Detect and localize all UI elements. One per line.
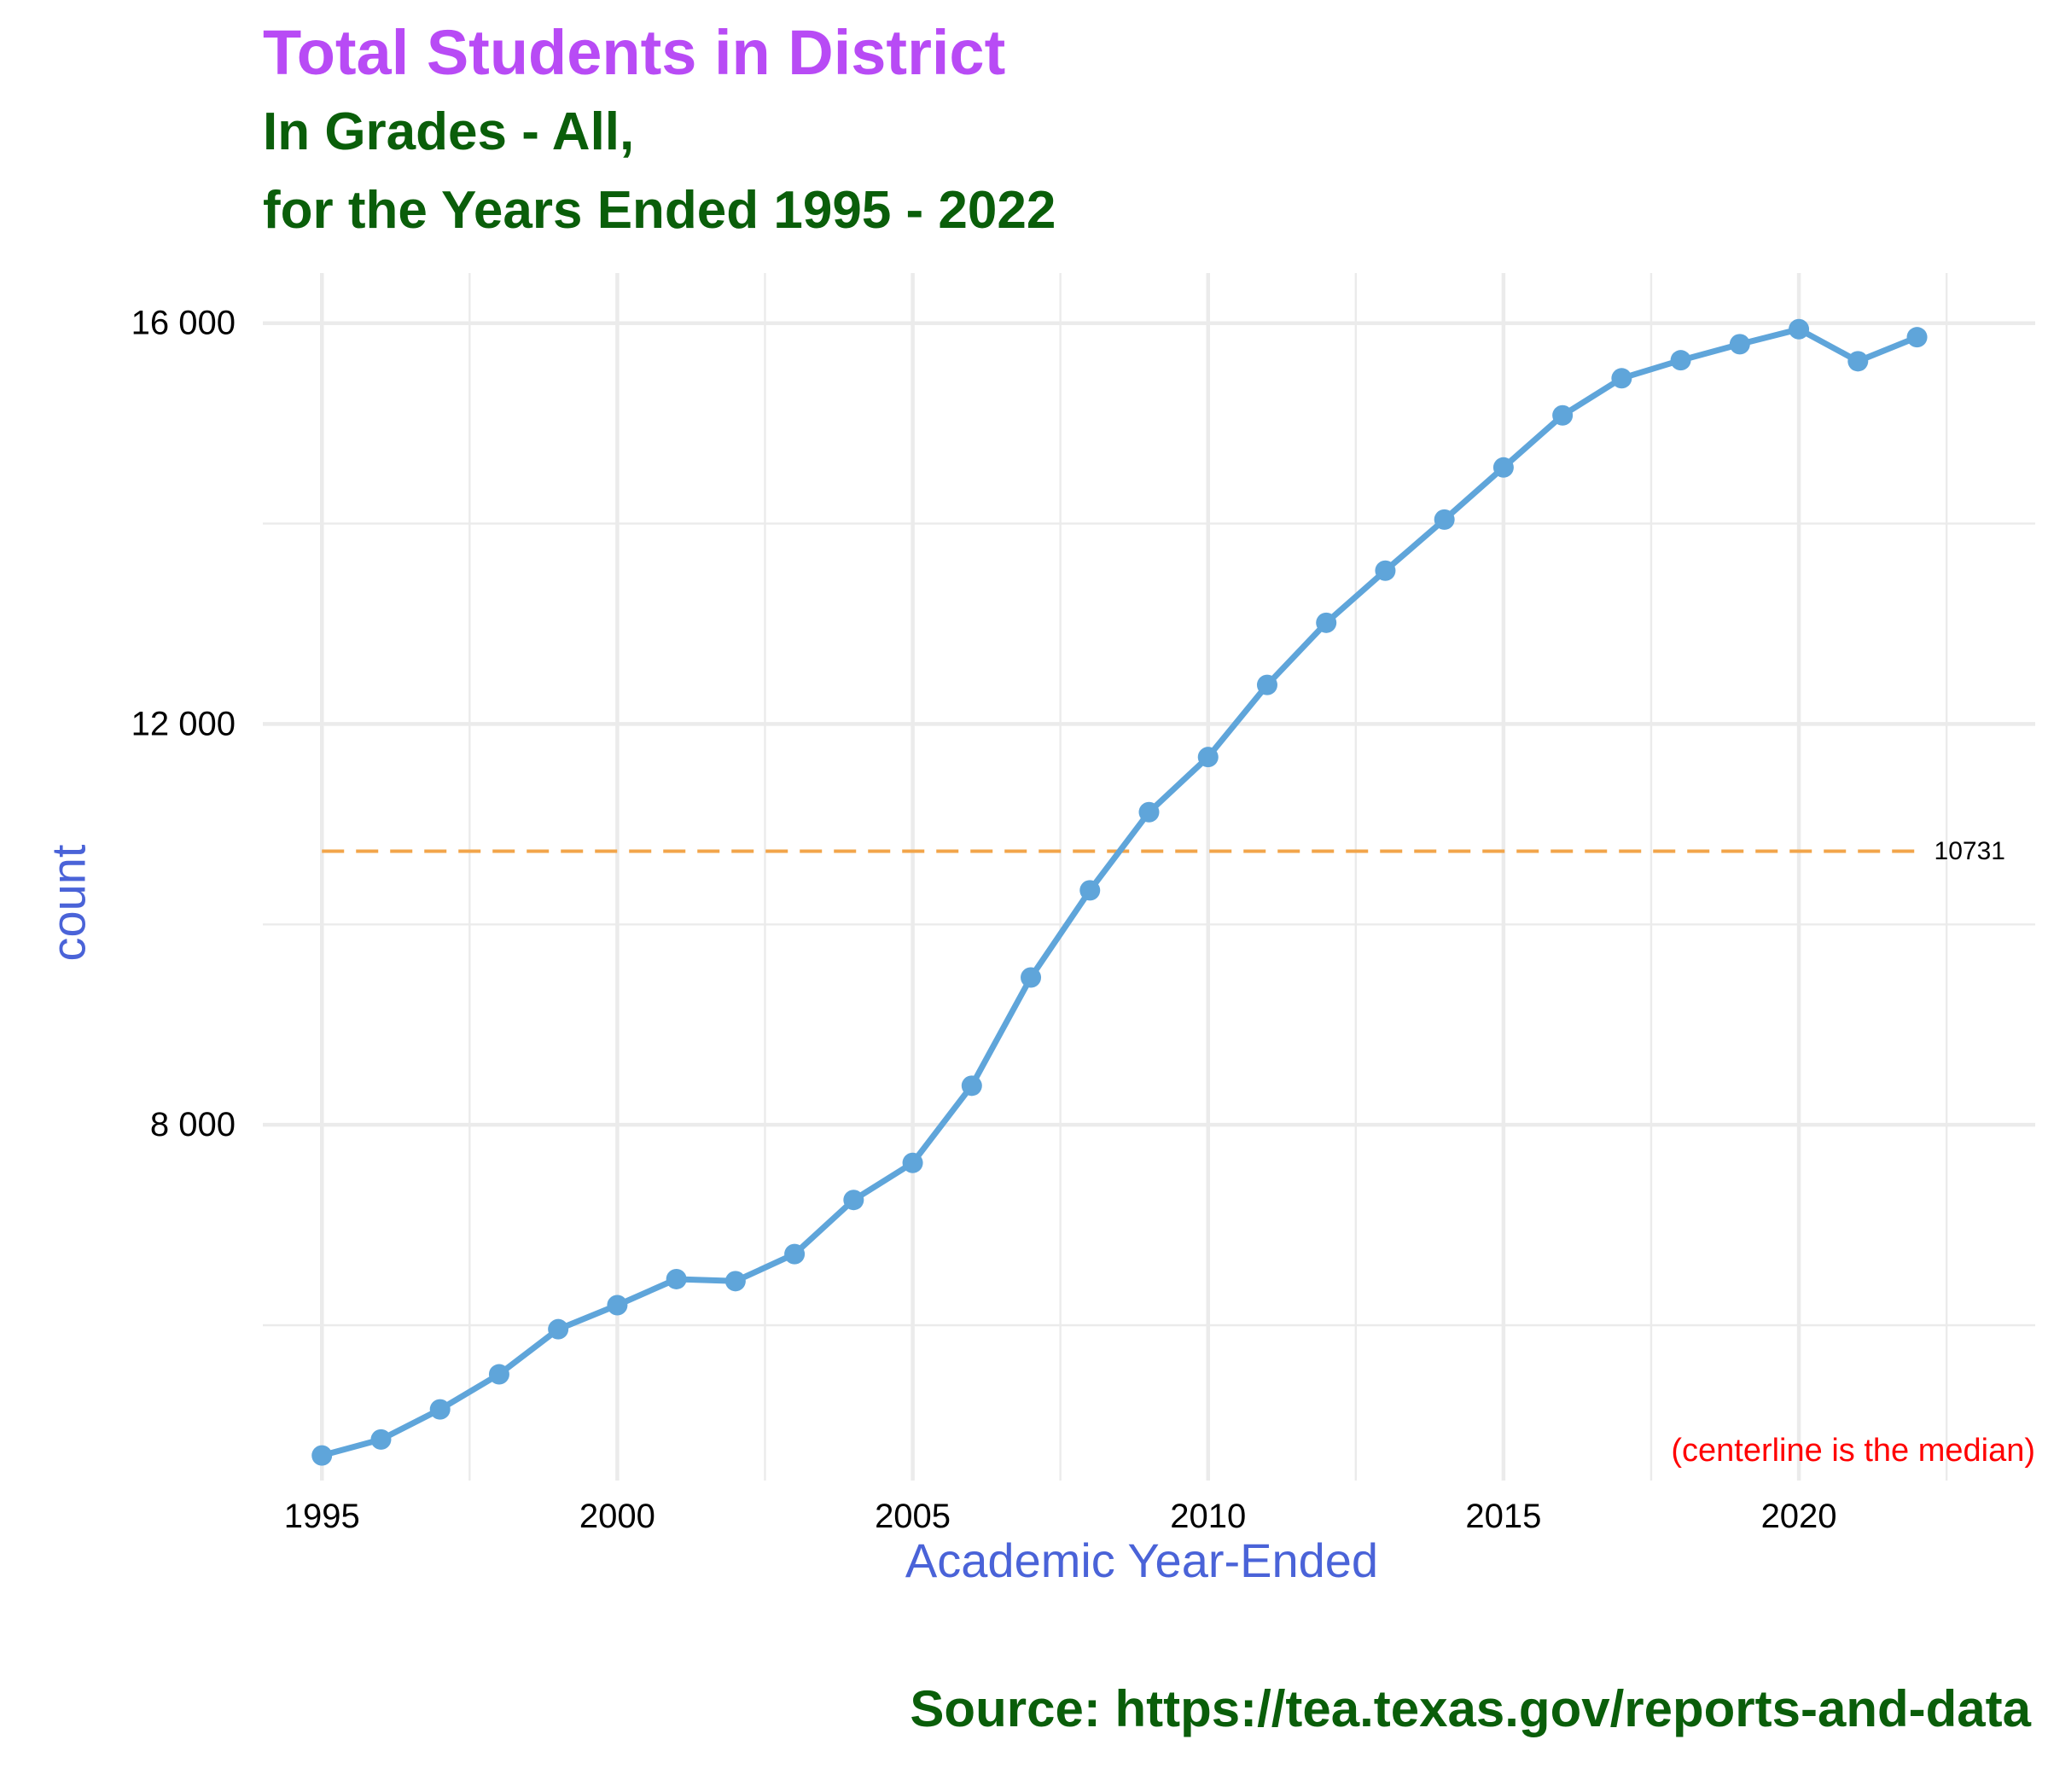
data-point-2021 bbox=[1847, 351, 1869, 372]
x-tick-label: 2000 bbox=[579, 1498, 655, 1535]
data-points bbox=[311, 318, 1928, 1466]
x-tick-label: 2015 bbox=[1465, 1498, 1541, 1535]
data-point-2016 bbox=[1552, 404, 1574, 426]
data-point-2003 bbox=[784, 1243, 806, 1265]
data-point-1996 bbox=[370, 1428, 392, 1450]
data-point-2022 bbox=[1906, 327, 1928, 348]
x-tick-label: 1995 bbox=[284, 1498, 360, 1535]
grid-lines bbox=[263, 273, 2035, 1481]
series-line bbox=[318, 326, 1920, 1459]
data-point-1998 bbox=[488, 1364, 509, 1385]
data-point-2018 bbox=[1670, 350, 1691, 371]
chart-subtitle-line2: for the Years Ended 1995 - 2022 bbox=[263, 181, 1056, 240]
x-tick-label: 2020 bbox=[1761, 1498, 1837, 1535]
median-reference: 10731 bbox=[322, 837, 2005, 865]
data-point-2013 bbox=[1375, 560, 1396, 581]
data-point-2007 bbox=[1021, 967, 1042, 988]
x-tick-label: 2005 bbox=[875, 1498, 951, 1535]
data-point-1995 bbox=[311, 1445, 333, 1466]
data-point-2012 bbox=[1316, 612, 1337, 633]
y-tick-label: 8 000 bbox=[150, 1106, 236, 1143]
line-chart: 10731 1995 2000 2005 2010 2015 2020 8 000 12 00… bbox=[42, 273, 2035, 1587]
x-axis-title: Academic Year-Ended bbox=[905, 1533, 1378, 1587]
series-polyline bbox=[318, 326, 1920, 1459]
y-tick-label: 16 000 bbox=[131, 305, 236, 342]
data-point-2011 bbox=[1256, 674, 1277, 695]
y-tick-label: 12 000 bbox=[131, 705, 236, 742]
data-point-2001 bbox=[666, 1268, 687, 1289]
median-value-label: 10731 bbox=[1935, 837, 2005, 865]
y-axis-title: count bbox=[42, 844, 96, 961]
data-point-2017 bbox=[1611, 368, 1632, 389]
data-point-2010 bbox=[1197, 747, 1219, 768]
data-point-2002 bbox=[724, 1271, 746, 1292]
data-point-2004 bbox=[843, 1190, 864, 1211]
axis-labels: 1995 2000 2005 2010 2015 2020 8 000 12 000 16 00… bbox=[131, 305, 1837, 1535]
data-point-2019 bbox=[1729, 334, 1750, 355]
data-point-2009 bbox=[1138, 801, 1160, 823]
data-point-2005 bbox=[902, 1152, 923, 1173]
data-point-2014 bbox=[1434, 509, 1455, 530]
x-tick-label: 2010 bbox=[1170, 1498, 1246, 1535]
data-point-1997 bbox=[429, 1399, 451, 1420]
source-caption: Source: https://tea.texas.gov/reports-an… bbox=[910, 1680, 2031, 1737]
chart-title: Total Students in District bbox=[263, 17, 1006, 88]
data-point-1999 bbox=[548, 1318, 569, 1340]
data-point-2000 bbox=[607, 1295, 628, 1316]
median-note: (centerline is the median) bbox=[1671, 1433, 2035, 1469]
data-point-2015 bbox=[1492, 457, 1514, 478]
data-point-2006 bbox=[961, 1075, 982, 1097]
data-point-2008 bbox=[1079, 880, 1101, 901]
chart-subtitle-line1: In Grades - All, bbox=[263, 102, 635, 161]
data-point-2020 bbox=[1789, 318, 1810, 340]
